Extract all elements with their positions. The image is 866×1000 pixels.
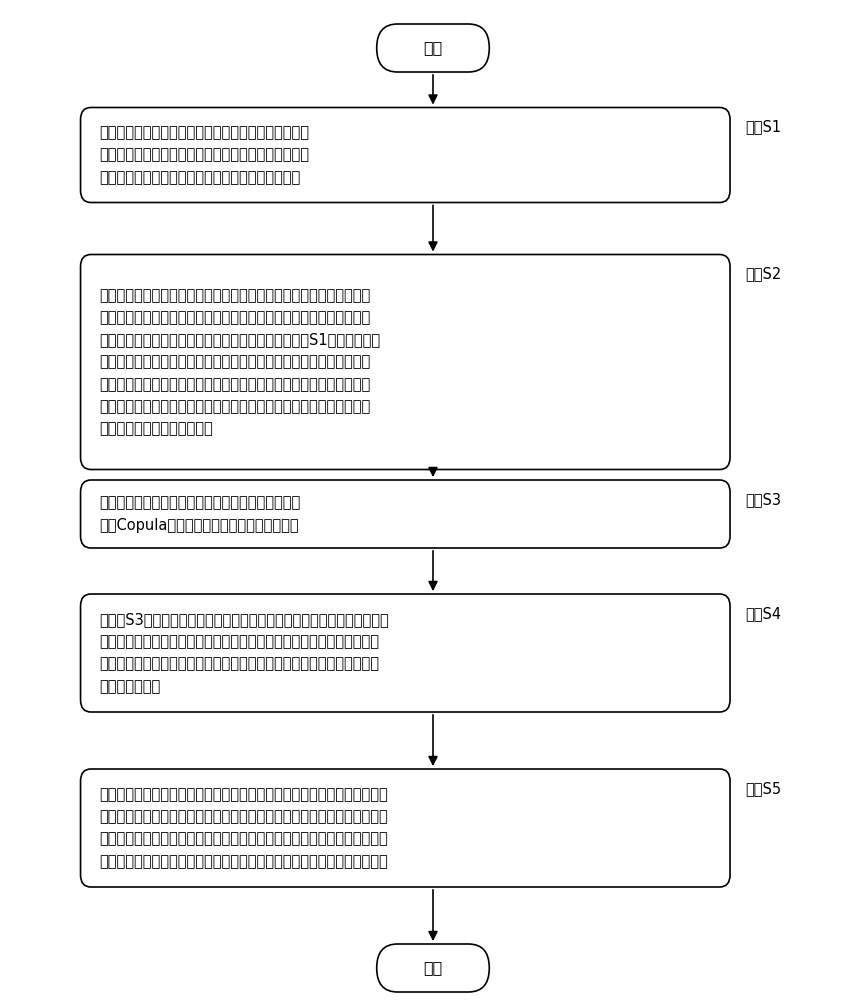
Text: 对二阶段带补偿动态经济调度模型进行求解：第一阶段，阶段一模型进行求
解，求得满足阶段一模型约束条件的常规机组出力并反馈至第二阶段；第二
阶段，对阶段二模型进行求: 对二阶段带补偿动态经济调度模型进行求解：第一阶段，阶段一模型进行求 解，求得满足… [100,787,388,869]
Text: 对步骤S3构建的多风场出力联合分布进行求导得到多风场出力的联合概率
密度函数，并通过数值积分的方式求得补偿期望值，再将求得的补偿期望
值代入补偿目标函数中，使得: 对步骤S3构建的多风场出力联合分布进行求导得到多风场出力的联合概率 密度函数，并… [100,612,390,694]
FancyBboxPatch shape [81,107,730,202]
Text: 步骤S4: 步骤S4 [746,606,782,621]
Text: 构建二阶段带补偿动态经济调度模型：二阶段带补偿动态经济调度模型
由阶段一模型和阶段二模型组成，阶段一模型包括补偿目标函数和不与
风场出力相关的约束条件，其中，补: 构建二阶段带补偿动态经济调度模型：二阶段带补偿动态经济调度模型 由阶段一模型和阶… [100,288,381,436]
Text: 步骤S2: 步骤S2 [746,266,782,282]
Text: 步骤S5: 步骤S5 [746,781,782,796]
FancyBboxPatch shape [377,24,489,72]
Text: 开始: 开始 [423,40,443,55]
FancyBboxPatch shape [377,944,489,992]
Text: 步骤S1: 步骤S1 [746,119,782,134]
Text: 步骤S3: 步骤S3 [746,492,782,507]
FancyBboxPatch shape [81,769,730,887]
Text: 结束: 结束 [423,960,443,976]
Text: 选取各风场出力的历史同步数据作为随机样本，构建
基于Copula模型的各时段多风场出力联合分布: 选取各风场出力的历史同步数据作为随机样本，构建 基于Copula模型的各时段多风… [100,495,301,533]
FancyBboxPatch shape [81,255,730,470]
FancyBboxPatch shape [81,594,730,712]
FancyBboxPatch shape [81,480,730,548]
Text: 构建使所述电力系统的发电总燃耗量最小的考虑多种工
程实际约束的多风场接入的电力系统动态经济调度数学
模型，包括约束条件和表示发电总燃耗量的目标函数: 构建使所述电力系统的发电总燃耗量最小的考虑多种工 程实际约束的多风场接入的电力系… [100,125,309,185]
